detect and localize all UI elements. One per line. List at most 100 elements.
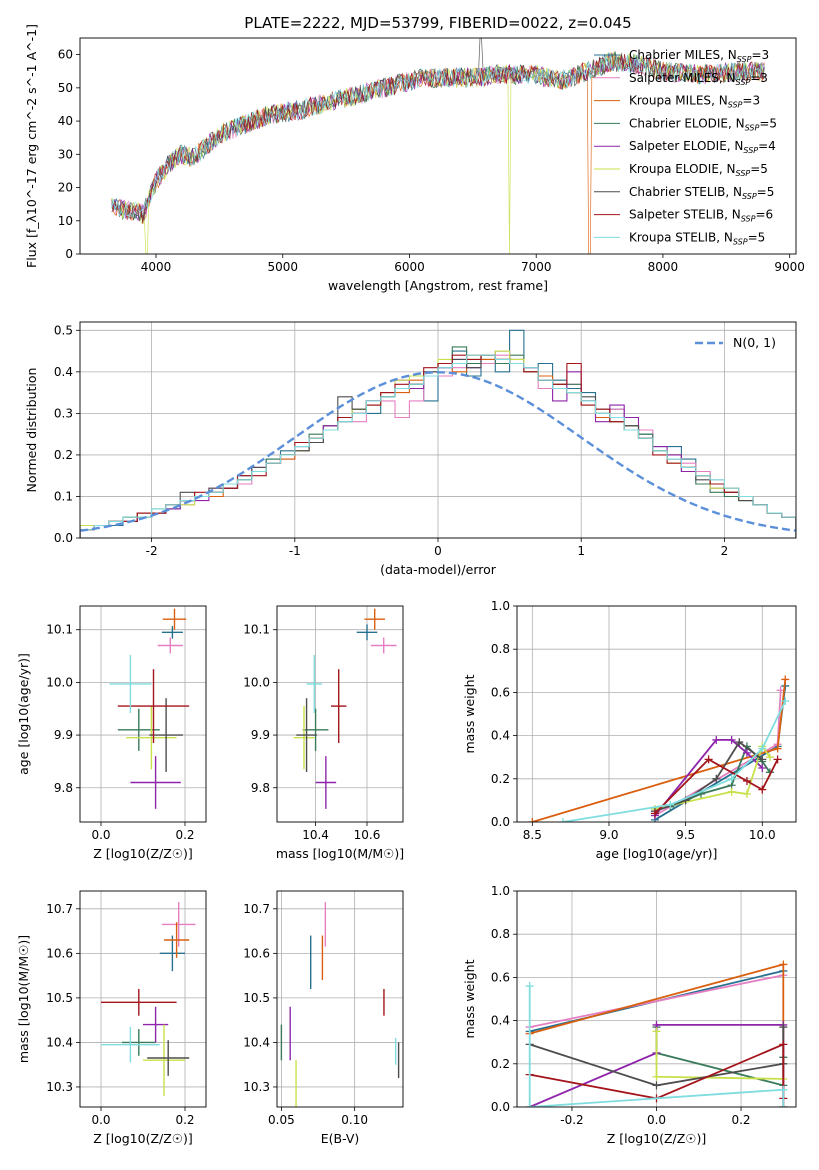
weight-marker [650,809,659,818]
axes-frame [79,890,207,1108]
y-axis-label: age [log10(age/yr)] [16,653,31,775]
legend-label: Chabrier STELIB, NSSP=5 [629,185,774,201]
x-tick-label: 0.0 [91,1113,110,1127]
weight-line-kroupa-miles [528,675,790,822]
weight-marker [758,755,767,764]
weight-marker [712,774,721,783]
x-tick-label: 0.0 [91,828,110,842]
weight-marker [758,764,767,772]
legend-label: Salpeter MILES, NSSP=3 [629,71,768,87]
weight-marker [727,787,736,796]
errorbar-salpeter-miles [370,637,397,654]
y-tick-label: 0.0 [491,1100,510,1114]
panel-spectrum: 4000 5000 6000 7000 8000 9000 0 10 20 30 40 50 60 wav… [24,24,805,293]
errorbar-salpeter-elodie [130,756,181,809]
y-tick-label: 0.5 [54,323,73,337]
y-tick-label: 10.1 [46,623,73,637]
weight-marker [712,735,721,744]
weight-marker [779,960,788,969]
x-tick-label: 6000 [394,260,425,274]
weight-line-kroupa-stelib [525,982,788,1107]
y-tick-label: 10.5 [243,991,270,1005]
y-tick-label: 10.4 [243,1035,270,1049]
x-tick-label: -0.2 [560,1113,583,1127]
errorbar-kroupa-stelib [306,654,322,713]
x-tick-label: 0.10 [341,1113,368,1127]
y-tick-label: 0.6 [491,685,510,699]
weight-marker [742,789,751,798]
x-tick-label: 1 [577,544,585,558]
weight-line-chabrier-miles [650,681,790,822]
weight-line-kroupa-elodie [650,742,774,814]
y-tick-label: 0.4 [54,365,73,379]
errorbar-salpeter-miles [161,902,196,947]
y-tick-label: 0.3 [54,406,73,420]
y-tick-label: 0.8 [491,927,510,941]
y-tick-label: 0.8 [491,642,510,656]
x-tick-label: 10.0 [749,828,776,842]
y-tick-label: 10.6 [46,946,73,960]
x-tick-label: 0.05 [268,1113,295,1127]
x-axis-label: E(B-V) [321,1131,360,1146]
weight-marker [558,818,567,822]
y-tick-label: 40 [58,114,73,128]
y-tick-label: 10.0 [243,675,270,689]
axes-frame [276,605,404,823]
x-tick-label: 0 [434,544,442,558]
weight-path [529,974,784,1028]
y-tick-label: 10.5 [46,991,73,1005]
errorbar-salpeter-elodie [315,756,337,809]
y-tick-label: 0.2 [491,772,510,786]
errorbar-chabrier-miles [159,935,185,972]
x-tick-label: 8000 [648,260,679,274]
x-tick-label: 10.6 [354,828,381,842]
axes-frame [79,605,207,823]
errorbar-chabrier-elodie [122,1029,156,1056]
y-tick-label: 30 [58,147,73,161]
x-axis-label: wavelength [Angstrom, rest frame] [328,278,548,293]
plot-area [111,38,765,254]
errorbar-chabrier-stelib [296,698,317,772]
weight-marker [742,776,751,785]
x-tick-label: 10.4 [302,828,329,842]
plot-area [80,329,796,538]
axes-frame [516,890,797,1108]
weight-marker [779,1040,788,1049]
plot-area [280,902,400,1107]
legend-label: Kroupa STELIB, NSSP=5 [629,230,765,246]
weight-marker [742,748,751,757]
weight-marker [652,1072,661,1081]
x-tick-label: 8.5 [523,828,542,842]
y-axis-label: mass [log10(M/M☉)] [16,935,31,1063]
errorbar-chabrier-stelib [147,1040,190,1076]
plot-area [109,608,190,809]
weight-marker [704,755,713,764]
weight-path [669,744,771,808]
y-tick-label: 10.7 [46,902,73,916]
errorbar-salpeter-miles [157,637,183,654]
figure-title: PLATE=2222, MJD=53799, FIBERID=0022, z=0… [244,14,631,32]
weight-marker [652,1081,661,1090]
legend-label: Kroupa ELODIE, NSSP=5 [629,162,768,178]
weight-marker [528,818,537,822]
weight-marker [525,1103,534,1107]
x-tick-label: 0.2 [731,1113,750,1127]
errorbar-kroupa-elodie [126,706,177,770]
spectrum-line-chabrier-stelib [111,38,765,222]
legend-label: Chabrier ELODIE, NSSP=5 [629,116,777,132]
y-tick-label: 0.6 [491,970,510,984]
weight-marker [758,744,767,753]
spectrum-line-kroupa-elodie [111,52,765,254]
errorbar-kroupa-miles [164,922,190,958]
legend-label: Chabrier MILES, NSSP=3 [629,48,769,64]
axes-frame [79,321,797,539]
legend-label: Salpeter STELIB, NSSP=6 [629,208,773,224]
weight-marker [773,755,782,764]
spectrum-legend: Chabrier MILES, NSSP=3 Salpeter MILES, NS… [594,48,777,246]
errorbar-kroupa-stelib [101,1026,160,1063]
y-axis-label: mass weight [462,674,477,753]
panels: 4000 5000 6000 7000 8000 90000102030405060wav… [16,24,805,1146]
weight-marker [525,982,534,991]
x-axis-label: Z [log10(Z/Z☉)] [93,1131,193,1146]
